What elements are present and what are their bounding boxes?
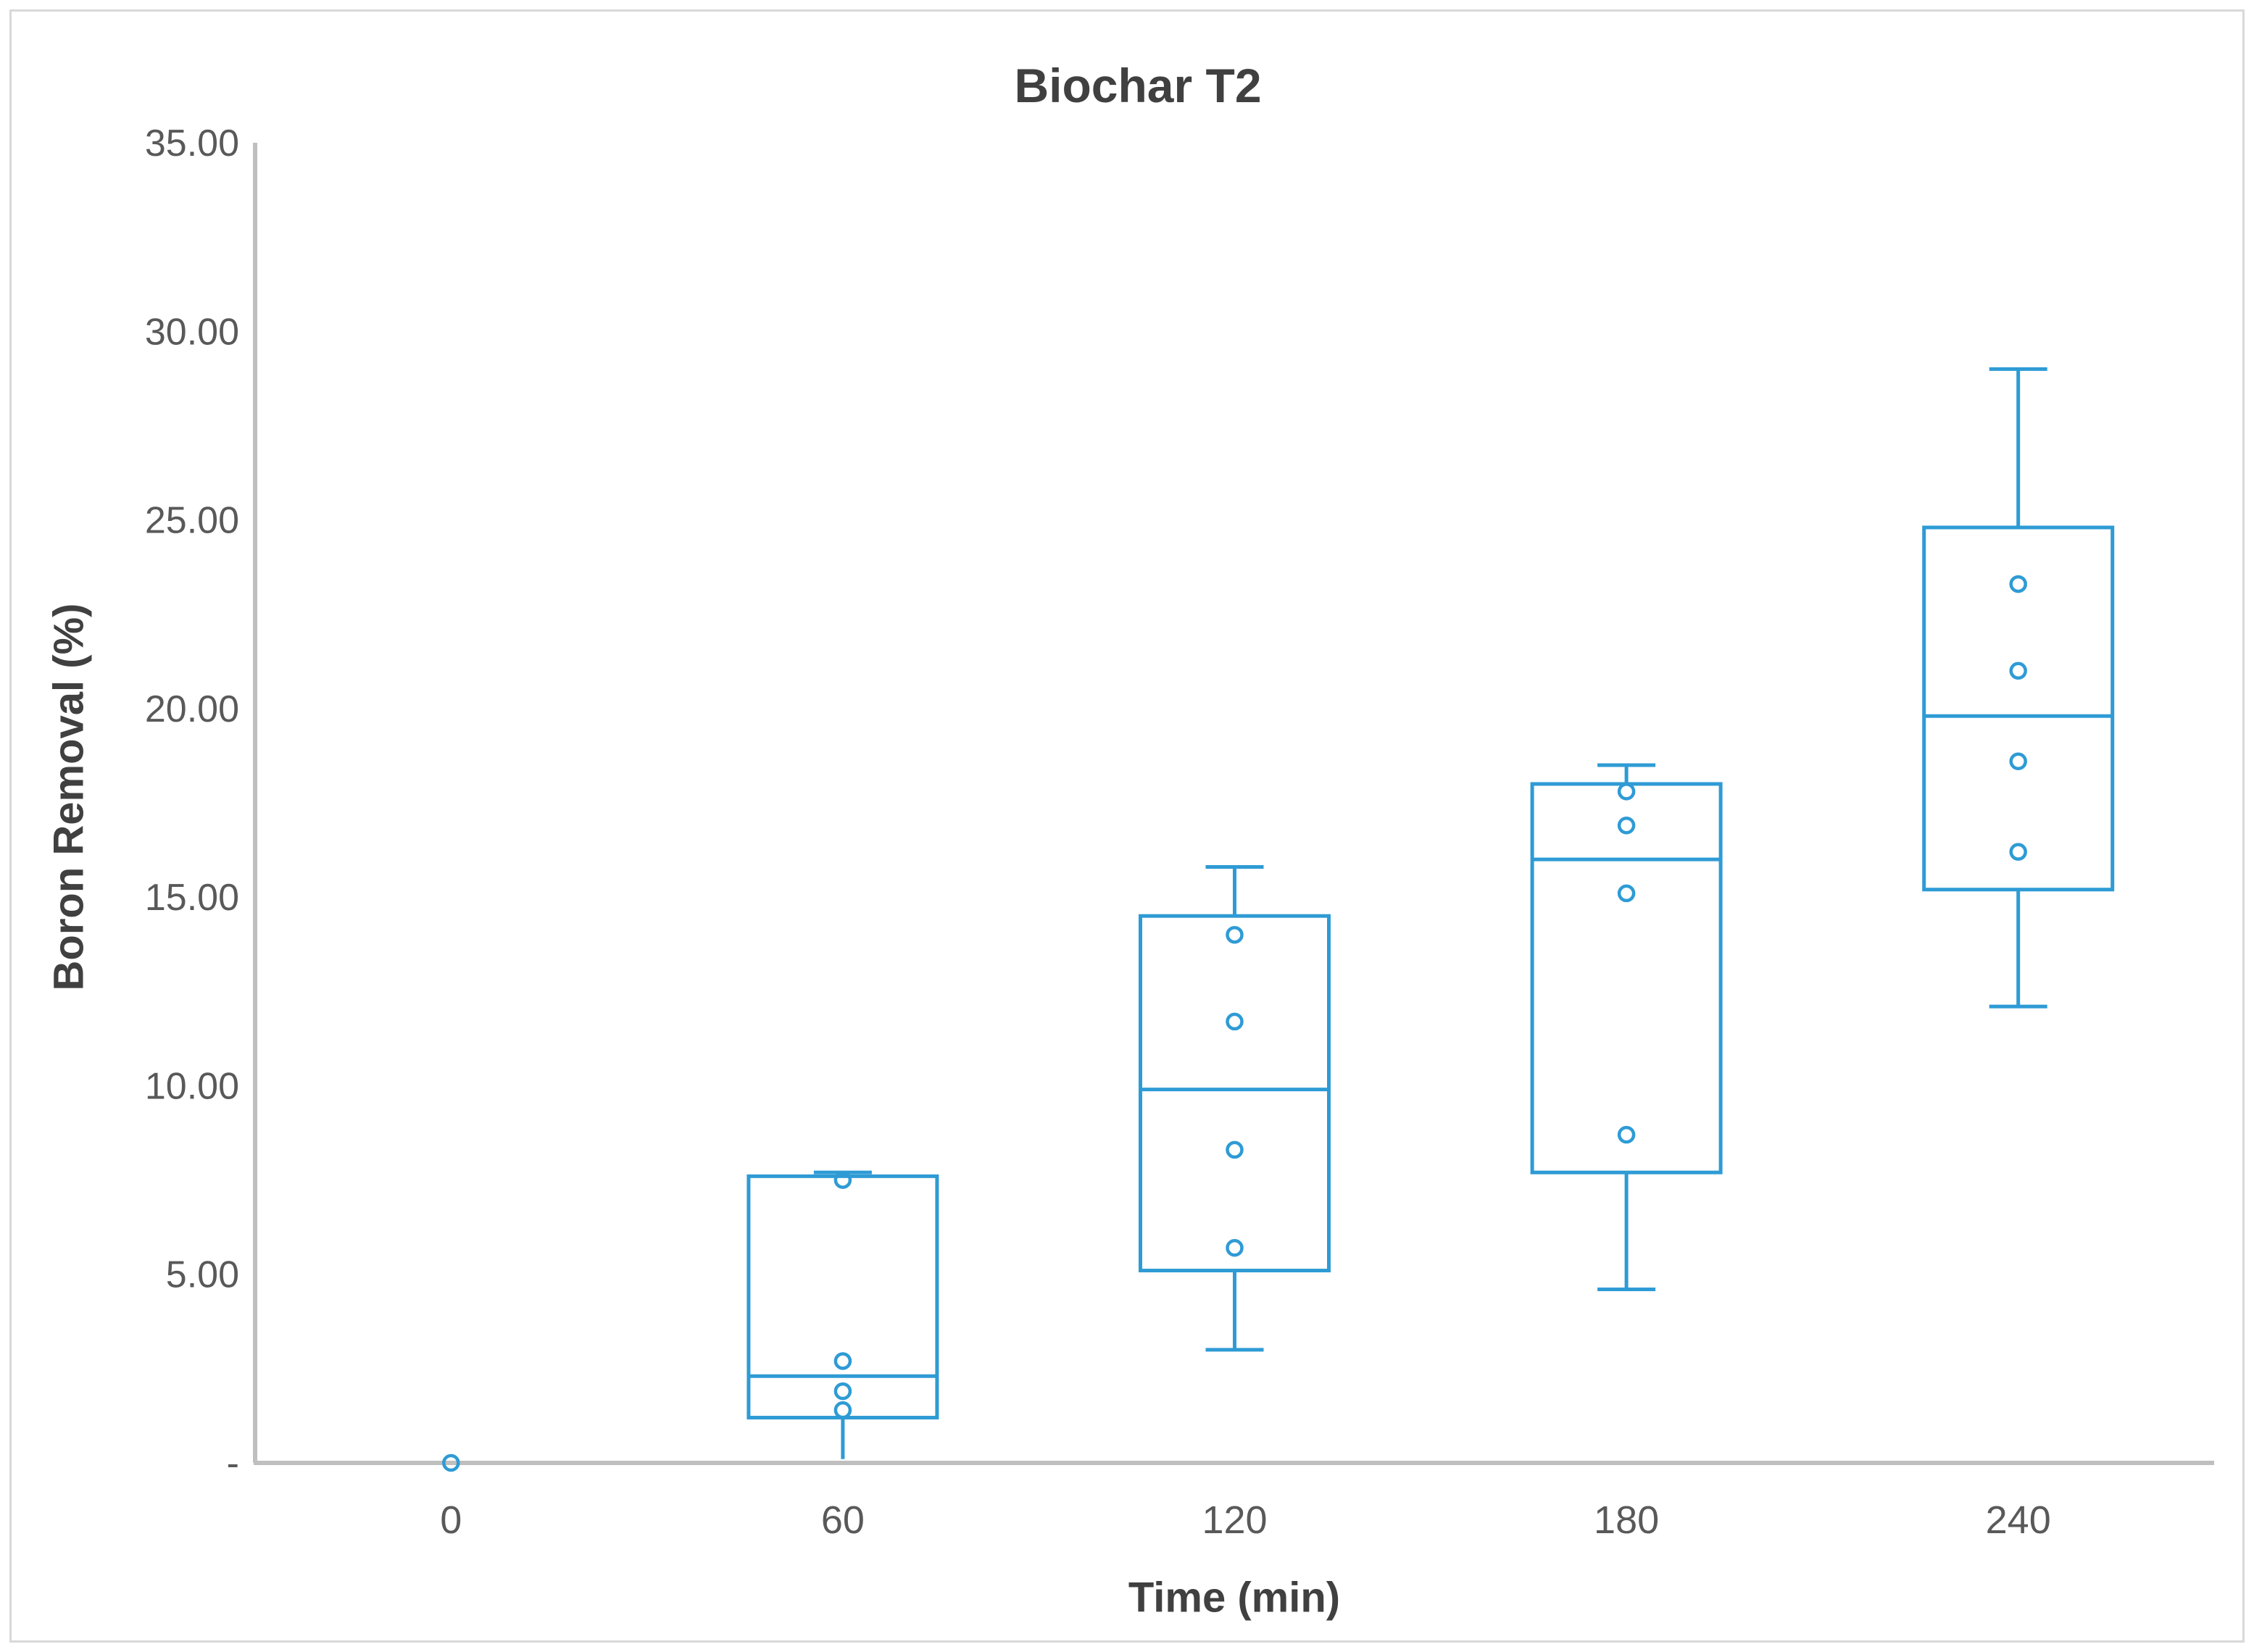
data-point-60-1.9 [833, 1382, 852, 1401]
data-point-120-11.7 [1226, 1012, 1244, 1031]
y-tick-label-10.00: 10.00 [145, 1065, 239, 1107]
data-point-180-15.1 [1617, 884, 1636, 903]
y-tick-label--: - [227, 1443, 239, 1485]
data-point-120-5.7 [1226, 1239, 1244, 1257]
box-180 [1530, 782, 1723, 1175]
x-tick-label-120: 120 [1202, 1498, 1267, 1542]
data-point-0-0 [442, 1453, 460, 1472]
data-point-120-14 [1226, 925, 1244, 944]
data-point-120-8.3 [1226, 1140, 1244, 1159]
x-tick-label-240: 240 [1986, 1498, 2051, 1542]
x-axis-title: Time (min) [1128, 1574, 1341, 1622]
x-tick-label-0: 0 [440, 1498, 462, 1542]
y-tick-label-30.00: 30.00 [145, 311, 239, 353]
x-tick-label-180: 180 [1594, 1498, 1659, 1542]
data-point-180-17.8 [1617, 783, 1636, 801]
data-point-240-21 [2009, 662, 2027, 680]
data-point-60-1.4 [833, 1401, 852, 1419]
y-tick-label-5.00: 5.00 [166, 1254, 239, 1296]
data-point-180-16.9 [1617, 816, 1636, 835]
data-point-240-23.3 [2009, 575, 2027, 593]
box-240 [1922, 525, 2115, 892]
y-tick-label-35.00: 35.00 [145, 122, 239, 164]
box-120 [1139, 914, 1331, 1273]
data-point-240-16.2 [2009, 843, 2027, 861]
y-tick-label-25.00: 25.00 [145, 500, 239, 542]
box-60 [747, 1174, 939, 1420]
data-point-180-8.7 [1617, 1125, 1636, 1144]
y-tick-label-15.00: 15.00 [145, 877, 239, 919]
y-tick-label-20.00: 20.00 [145, 688, 239, 730]
data-point-60-7.5 [833, 1171, 852, 1189]
x-tick-label-60: 60 [821, 1498, 865, 1542]
chart-title: Biochar T2 [1014, 59, 1262, 112]
data-point-240-18.6 [2009, 752, 2027, 770]
data-point-60-2.7 [833, 1352, 852, 1370]
